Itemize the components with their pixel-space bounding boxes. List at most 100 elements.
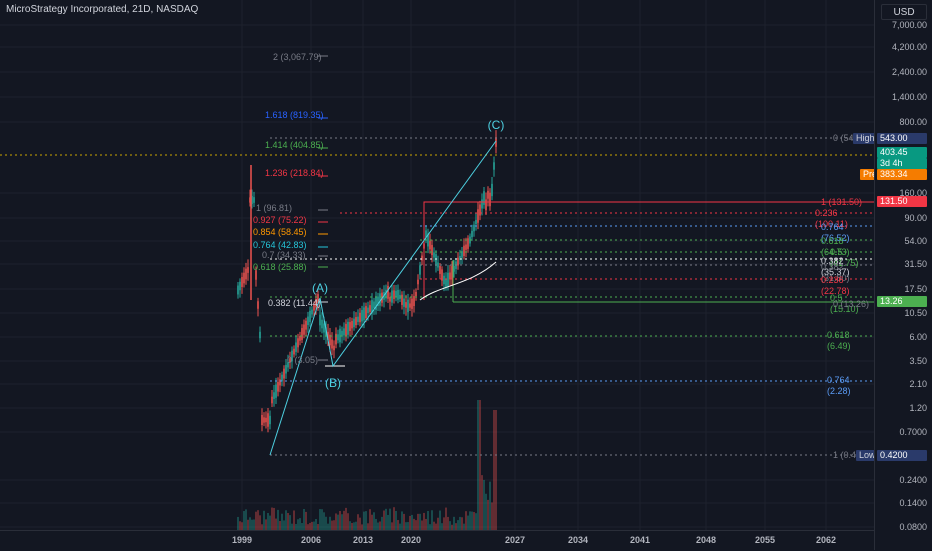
volume-bar (359, 518, 361, 530)
volume-bar (483, 480, 485, 530)
volume-bar (491, 502, 493, 530)
chart-area[interactable]: (A) (B) (C) 2 (3,067.79) 1.618 (819.35) … (0, 0, 874, 530)
candle-body (241, 277, 243, 287)
price-label: 17.50 (904, 284, 927, 294)
volume-bar (437, 518, 439, 530)
volume-bar (277, 510, 279, 530)
candle-body (415, 292, 417, 296)
candle-body (463, 246, 465, 256)
volume-bar (289, 515, 291, 530)
volume-bar (293, 510, 295, 530)
symbol-title[interactable]: MicroStrategy Incorporated, 21D, NASDAQ (6, 4, 198, 15)
candle-body (321, 320, 323, 329)
candle-body (297, 338, 299, 347)
volume-bar (407, 522, 409, 530)
candle-body (355, 317, 357, 325)
candle-body (473, 225, 475, 232)
volume-bar (475, 513, 477, 530)
volume-bar (403, 514, 405, 530)
volume-bar (477, 400, 479, 530)
candle-body (305, 321, 307, 330)
volume-bar (373, 512, 375, 530)
price-label: 90.00 (904, 213, 927, 223)
time-label: 2013 (353, 535, 373, 545)
candle-body (267, 413, 269, 427)
fib-levels[interactable] (0, 56, 874, 455)
fib-right-0618b: 0.618 (6.49) (824, 330, 874, 352)
time-label: 2006 (301, 535, 321, 545)
volume-bar (251, 520, 253, 530)
candle-body (237, 286, 239, 295)
candle-body (259, 332, 261, 338)
volume-bar (421, 520, 423, 530)
volume-bar (333, 520, 335, 530)
candle-body (405, 302, 407, 308)
price-label: 3.50 (909, 356, 927, 366)
volume-bar (321, 509, 323, 530)
price-label: 7,000.00 (892, 20, 927, 30)
volume-bar (411, 515, 413, 530)
candle-body (245, 269, 247, 280)
volume-bar (413, 519, 415, 530)
volume-bar (385, 509, 387, 530)
volume-bar (389, 509, 391, 530)
volume-bar (423, 513, 425, 530)
candle-body (407, 300, 409, 312)
volume-bar (249, 517, 251, 530)
fib-label-1: 1 (96.81) (253, 203, 295, 214)
candle-body (353, 319, 355, 328)
high-price-tag: 543.00 (877, 133, 927, 144)
price-label: 1,400.00 (892, 92, 927, 102)
candle-body (335, 334, 337, 345)
volume-bar (241, 522, 243, 530)
candle-body (367, 308, 369, 313)
candle-body (401, 295, 403, 305)
volume-bar (377, 523, 379, 530)
volume-bar (405, 522, 407, 530)
currency-button[interactable]: USD (881, 4, 927, 20)
fib-label-0927: 0.927 (75.22) (250, 215, 310, 226)
price-label: 2,400.00 (892, 67, 927, 77)
candle-body (247, 267, 249, 273)
candle-body (491, 184, 493, 196)
volume-bar (369, 509, 371, 530)
candle-body (319, 315, 321, 326)
candle-body (309, 311, 311, 322)
candle-body (239, 282, 241, 290)
volume-bar (247, 520, 249, 530)
candle-body (411, 299, 413, 309)
volume-bar (425, 519, 427, 530)
volume-bar (433, 522, 435, 530)
volume-bar (255, 512, 257, 530)
candle-body (263, 417, 265, 422)
volume-bar (357, 514, 359, 530)
volume-bar (259, 515, 261, 530)
volume-bar (355, 522, 357, 530)
fib-label-2: 2 (3,067.79) (270, 52, 325, 63)
volume-bar (473, 512, 475, 530)
volume-bars (237, 400, 497, 530)
candle-body (299, 336, 301, 341)
volume-bar (391, 522, 393, 530)
price-label: 0.0800 (899, 522, 927, 532)
candle-body (301, 328, 303, 340)
price-label: 2.10 (909, 379, 927, 389)
volume-bar (245, 509, 247, 530)
wave-label-c: (C) (488, 118, 505, 132)
candle-body (409, 303, 411, 307)
volume-bar (257, 510, 259, 530)
price-label: 0.7000 (899, 427, 927, 437)
candle-body (365, 306, 367, 318)
price-chart[interactable]: (A) (B) (C) (0, 0, 874, 530)
fib-right-0764b: 0.764 (2.28) (824, 375, 874, 397)
candle-body (431, 245, 433, 255)
low-price-tag: 0.4200 (877, 450, 927, 461)
volume-bar (493, 410, 495, 530)
volume-bar (401, 511, 403, 530)
wave-label-b: (B) (325, 376, 341, 390)
volume-bar (271, 508, 273, 530)
volume-bar (273, 508, 275, 530)
volume-bar (457, 520, 459, 530)
